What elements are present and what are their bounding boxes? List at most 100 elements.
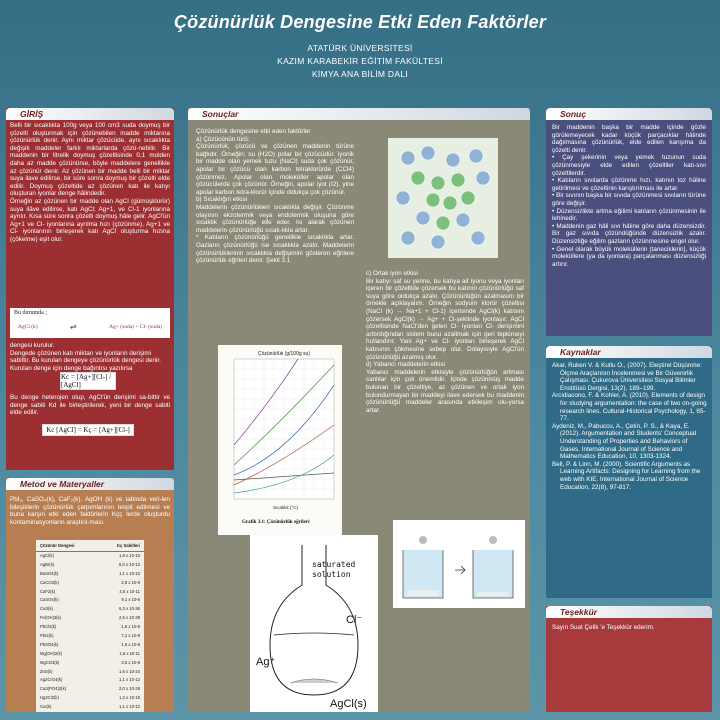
flask-ion-cl: Cl⁻ bbox=[346, 614, 362, 626]
ksp-compound: Hg2Cl2(k) bbox=[40, 695, 59, 701]
chart-title: Çözünürlük (g/100g su) bbox=[258, 351, 310, 357]
ksp-table-row: CaCO3(k) 2,8 x 10-9 bbox=[36, 579, 144, 588]
sonuc-heading: Sonuç bbox=[546, 108, 712, 120]
metod-panel: Metod ve Materyaller PbI₂, CaSO₄(k), CaF… bbox=[6, 478, 174, 712]
ksp-table-row: Fe(OH)3(k) 2,6 x 10-39 bbox=[36, 614, 144, 623]
ksp-value: 2,8 x 10-9 bbox=[121, 579, 140, 585]
ksp-compound: MgCO3(k) bbox=[40, 659, 60, 665]
ksp-compound: ZnS(k) bbox=[40, 668, 53, 674]
ksp-value: 2,0 x 10-29 bbox=[119, 686, 140, 692]
flask-label-solution: solution bbox=[312, 570, 351, 579]
equilibrium-box-label: Bu durumda ; bbox=[14, 310, 47, 316]
reference-item: Aydeniz, M., Pabuccu, A., Çetin, P. S., … bbox=[552, 422, 696, 461]
ksp-table-row: PbI2(k) 7,1 x 10-9 bbox=[36, 632, 144, 641]
ksp-compound: PbCl2(k) bbox=[40, 624, 57, 630]
ksp-table-row: Ag2CrO4(k) 1,1 x 10-12 bbox=[36, 676, 144, 685]
tesekkur-heading: Teşekkür bbox=[546, 606, 712, 618]
department-name: KİMYA ANA BİLİM DALI bbox=[311, 69, 409, 79]
ksp-table: Çözünür Dengesi Kç Sabitleri AgCl(k) 1,8 … bbox=[36, 540, 144, 712]
ksp-value: 6,3 x 10-36 bbox=[119, 606, 140, 612]
ksp-value: 9,1 x 10-6 bbox=[121, 597, 140, 603]
ksp-compound: BaSO4(k) bbox=[40, 570, 59, 576]
equilibrium-arrow-icon: ⇌ bbox=[70, 322, 77, 331]
ksp-value: 1,6 x 10-8 bbox=[121, 641, 140, 647]
ksp-value: 1,1 x 10-10 bbox=[119, 570, 140, 576]
ksp-value: 7,1 x 10-9 bbox=[121, 633, 140, 639]
ksp-value: 2,6 x 10-39 bbox=[119, 615, 140, 621]
giris-paragraph-3: Bu denge heterojen olup, AgCl'ün derişim… bbox=[10, 394, 170, 417]
equilibrium-box: Bu durumda ; AgCl (k) ⇌ Ag+ (suda) + Cl-… bbox=[10, 308, 170, 338]
poster-header: Çözünürlük Dengesine Etki Eden Faktörler… bbox=[0, 0, 720, 92]
chart-xlabel: Sıcaklık (°C) bbox=[273, 505, 299, 510]
sonuc-text: Bir maddenin başka bir madde içinde gözl… bbox=[552, 124, 706, 268]
kaynak-panel: Kaynaklar Akar, Ruken V. & Kutlu O., (20… bbox=[546, 346, 712, 598]
equilibrium-products: Ag+ (suda) + Cl- (suda) bbox=[109, 323, 162, 330]
ksp-value: 3,5 x 10-8 bbox=[121, 659, 140, 665]
reference-list: Akar, Ruken V. & Kutlu O., (2007). Eleşt… bbox=[552, 362, 708, 491]
solubility-chart: Çözünürlük (g/100g su) Sıcaklık (°C) Gra… bbox=[218, 345, 342, 535]
dissolution-molecule-image bbox=[388, 138, 498, 258]
metod-paragraph: PbI₂, CaSO₄(k), CaF₂(k), AgOH (k) ve tab… bbox=[10, 496, 170, 526]
flask-ion-ag: Ag⁺ bbox=[256, 656, 275, 668]
ksp-table-row: Hg2Cl2(k) 1,3 x 10-18 bbox=[36, 694, 144, 703]
ksp-table-header-compound: Çözünür Dengesi bbox=[40, 543, 75, 548]
ksp-table-row: AgCl(k) 1,8 x 10-10 bbox=[36, 552, 144, 561]
giris-heading: GİRİŞ bbox=[6, 108, 174, 120]
ksp-value: 1,1 x 10-12 bbox=[119, 677, 140, 683]
ksp-compound: Fe(OH)3(k) bbox=[40, 615, 62, 621]
reference-item: Akar, Ruken V. & Kutlu O., (2007). Eleşt… bbox=[552, 362, 702, 392]
ksp-value: 1,8 x 10-10 bbox=[119, 553, 140, 558]
ksp-compound: Ag2CrO4(k) bbox=[40, 677, 63, 683]
university-name: ATATÜRK ÜNİVERSİTESİ bbox=[307, 43, 413, 53]
ksp-table-row: CuS(k) 6,3 x 10-36 bbox=[36, 605, 144, 614]
ksp-value: 1,6 x 10-24 bbox=[119, 668, 140, 674]
ksp-compound: CuS(k) bbox=[40, 606, 54, 612]
ksp-value: 4,0 x 10-11 bbox=[119, 588, 140, 594]
ksp-table-header-value: Kç Sabitleri bbox=[116, 543, 140, 548]
ksp-table-row: ZnS(k) 1,6 x 10-24 bbox=[36, 668, 144, 677]
equilibrium-equation-1: Kc = [Ag+][Cl-] / [AgCl] bbox=[60, 372, 116, 390]
ksp-table-row: PbCl2(k) 1,6 x 10-5 bbox=[36, 623, 144, 632]
sonuclar-right-text: c) Ortak iyon etkisi Bir katıyı saf su y… bbox=[366, 270, 524, 414]
faculty-name: KAZIM KARABEKİR EĞİTİM FAKÜLTESİ bbox=[277, 56, 443, 66]
sonuclar-heading: Sonuçlar bbox=[188, 108, 530, 120]
ksp-table-row: Mg(OH)2(k) 1,8 x 10-11 bbox=[36, 650, 144, 659]
tesekkur-text: Sayın Suat Çelik 'e Teşekkür ederim. bbox=[552, 624, 655, 631]
ksp-compound: AgBr(k) bbox=[40, 561, 55, 567]
flask-solid-label: AgCl(s) bbox=[330, 698, 367, 710]
kaynak-heading: Kaynaklar bbox=[546, 346, 712, 358]
sonuclar-left-text: Çözünürlük dengesine etki eden faktörler… bbox=[196, 128, 354, 265]
sonuc-panel: Sonuç Bir maddenin başka bir madde içind… bbox=[546, 108, 712, 336]
ksp-table-row: Ca3(PO4)2(k) 2,0 x 10-29 bbox=[36, 685, 144, 694]
ksp-value: 1,6 x 10-5 bbox=[121, 624, 140, 630]
metod-heading: Metod ve Materyaller bbox=[6, 478, 174, 490]
ksp-value: 1,1 x 10-12 bbox=[119, 704, 140, 710]
ksp-table-row: CuI(k) 1,1 x 10-12 bbox=[36, 703, 144, 712]
poster-title: Çözünürlük Dengesine Etki Eden Faktörler bbox=[173, 12, 547, 32]
ksp-table-row: BaSO4(k) 1,1 x 10-10 bbox=[36, 570, 144, 579]
ksp-compound: CaSO4(k) bbox=[40, 597, 59, 603]
ksp-compound: CuI(k) bbox=[40, 704, 52, 710]
ksp-table-row: CaSO4(k) 9,1 x 10-6 bbox=[36, 596, 144, 605]
ksp-compound: AgCl(k) bbox=[40, 553, 54, 558]
beakers-icon bbox=[393, 520, 525, 608]
ksp-value: 1,8 x 10-11 bbox=[119, 650, 140, 656]
ksp-compound: PbSO4(k) bbox=[40, 641, 59, 647]
giris-panel: GİRİŞ Belli bir sıcaklıkta 100g veya 100… bbox=[6, 108, 174, 470]
beakers-image bbox=[393, 520, 525, 608]
saturated-solution-flask: saturated solution Ag⁺ Cl⁻ AgCl(s) bbox=[250, 535, 378, 712]
ksp-compound: CaF2(k) bbox=[40, 588, 56, 594]
ksp-value: 5,0 x 10-13 bbox=[119, 561, 140, 567]
equilibrium-equation-2: Kc [AgCl] = Kç = [Ag+][Cl-] bbox=[42, 424, 134, 436]
equilibrium-reactant: AgCl (k) bbox=[18, 323, 38, 330]
ksp-compound: Ca3(PO4)2(k) bbox=[40, 686, 67, 692]
flask-label-saturated: saturated bbox=[312, 560, 356, 569]
ksp-compound: PbI2(k) bbox=[40, 633, 54, 639]
ksp-table-row: MgCO3(k) 3,5 x 10-8 bbox=[36, 659, 144, 668]
reference-item: Bell, P. & Linn, M. (2000). Scientific A… bbox=[552, 460, 701, 491]
chart-caption: Grafik 3.1: Çözünürlük eğrileri bbox=[242, 520, 310, 525]
ksp-compound: Mg(OH)2(k) bbox=[40, 650, 63, 656]
giris-paragraph-1: Belli bir sıcaklıkta 100g veya 100 cm3 s… bbox=[10, 122, 170, 243]
tesekkur-panel: Teşekkür Sayın Suat Çelik 'e Teşekkür ed… bbox=[546, 606, 712, 712]
ksp-table-row: CaF2(k) 4,0 x 10-11 bbox=[36, 588, 144, 597]
